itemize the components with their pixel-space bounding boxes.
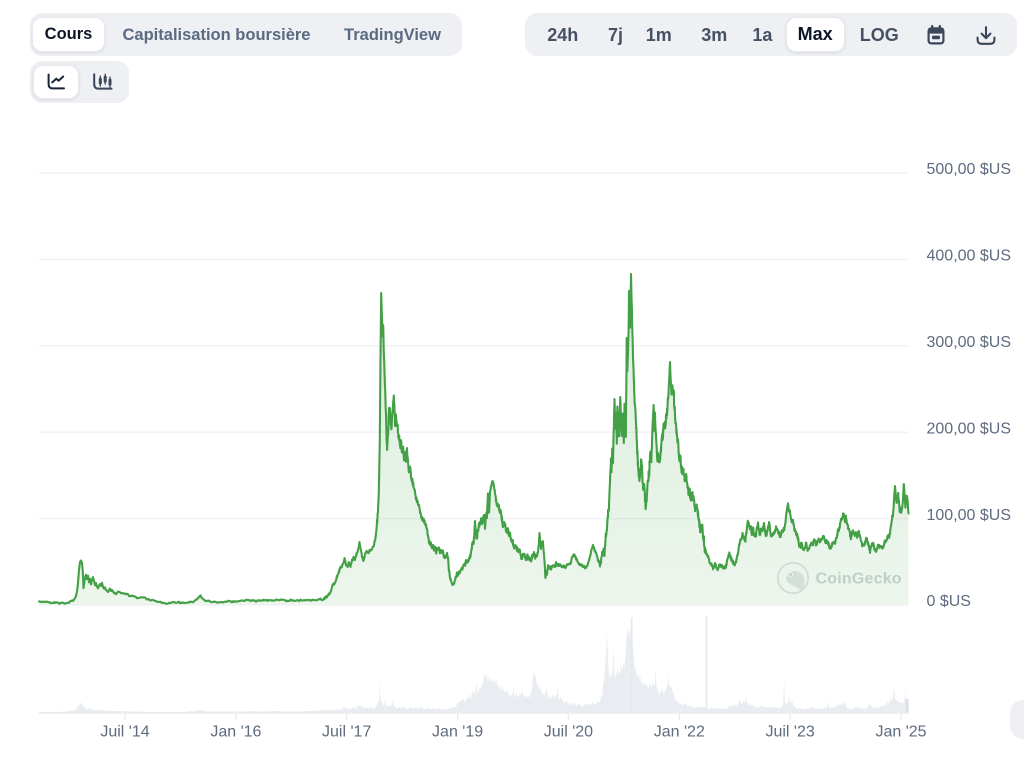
- svg-text:Jan '22: Jan '22: [654, 723, 705, 740]
- svg-text:500,00 $US: 500,00 $US: [927, 161, 1012, 178]
- svg-text:300,00 $US: 300,00 $US: [927, 334, 1012, 351]
- svg-text:Juil '14: Juil '14: [100, 723, 149, 740]
- svg-text:Juil '23: Juil '23: [765, 723, 814, 740]
- svg-text:400,00 $US: 400,00 $US: [927, 248, 1012, 265]
- svg-text:100,00 $US: 100,00 $US: [927, 507, 1012, 524]
- svg-text:200,00 $US: 200,00 $US: [927, 420, 1012, 437]
- svg-text:0 $US: 0 $US: [927, 593, 971, 610]
- svg-text:Juil '20: Juil '20: [544, 723, 593, 740]
- svg-text:Jan '16: Jan '16: [210, 723, 261, 740]
- svg-text:Juil '17: Juil '17: [322, 723, 371, 740]
- svg-text:Jan '19: Jan '19: [432, 723, 483, 740]
- svg-text:Jan '25: Jan '25: [875, 723, 926, 740]
